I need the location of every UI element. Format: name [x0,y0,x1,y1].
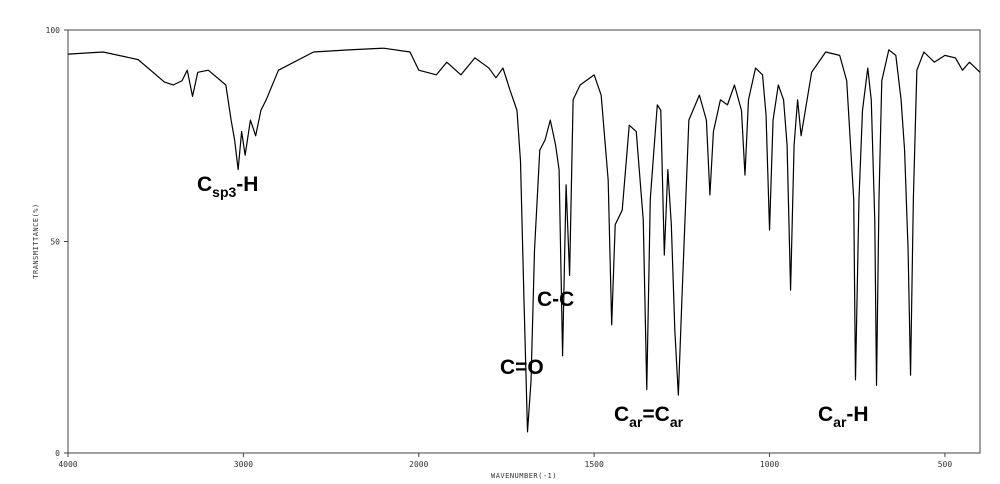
x-tick-label: 1000 [760,460,779,469]
peak-annotation: C-C [537,288,574,311]
annotation-subscript: ar [670,414,684,430]
peak-annotation: Car=Car [614,403,684,430]
annotation-text: C=O [500,356,544,379]
x-tick-label: 1500 [585,460,604,469]
y-axis-title: TRANSMITTANCE(%) [32,203,40,278]
annotation-text: C [614,403,629,426]
peak-annotation: Csp3-H [197,173,258,200]
y-tick-label: 50 [50,238,60,247]
annotation-text: -H [846,403,868,426]
x-tick-label: 4000 [58,460,77,469]
annotation-subscript: ar [629,414,643,430]
peak-annotation: Car-H [818,403,869,430]
annotation-text: C [197,173,212,196]
x-axis-title: WAVENUMBER(-1) [491,472,557,480]
peak-annotation: C=O [500,356,544,379]
spectrum-line [67,47,981,433]
y-tick-label: 0 [55,449,60,458]
annotation-subscript: sp3 [212,184,236,200]
annotation-text: C [818,403,833,426]
annotation-text: =C [642,403,669,426]
x-tick-label: 500 [938,460,953,469]
annotation-text: -H [236,173,258,196]
annotation-text: C-C [537,288,574,311]
y-tick-label: 100 [46,26,61,35]
annotation-subscript: ar [833,414,847,430]
plot-frame [67,29,981,454]
x-tick-label: 2000 [409,460,428,469]
x-tick-label: 3000 [234,460,253,469]
